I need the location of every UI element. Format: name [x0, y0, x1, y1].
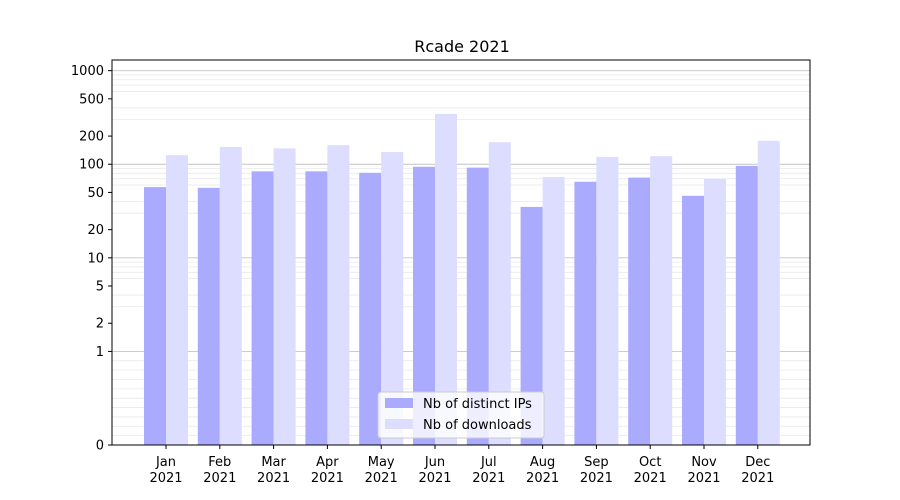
legend-swatch-distinct-ips: [385, 398, 413, 408]
x-tick-label-month: Dec: [745, 455, 770, 470]
x-tick-label-year: 2021: [365, 471, 398, 486]
y-tick-label: 1: [96, 345, 104, 360]
y-tick-label: 50: [87, 186, 104, 201]
bar-downloads: [219, 146, 242, 446]
x-tick-label-year: 2021: [526, 471, 559, 486]
x-tick-label-month: Nov: [691, 455, 717, 470]
bar-downloads: [596, 156, 619, 446]
legend-label-distinct-ips: Nb of distinct IPs: [423, 397, 532, 412]
bar-distinct-ips: [520, 206, 543, 445]
x-tick-label-year: 2021: [257, 471, 290, 486]
x-tick-label-month: Oct: [639, 455, 661, 470]
bars: [144, 113, 780, 446]
x-tick-label-year: 2021: [634, 471, 667, 486]
bar-distinct-ips: [359, 172, 382, 445]
y-tick-label: 500: [79, 92, 104, 107]
bar-distinct-ips: [574, 181, 597, 446]
bar-downloads: [757, 140, 780, 445]
bar-downloads: [273, 148, 296, 446]
plot-frame: [111, 59, 811, 446]
x-tick-label-year: 2021: [687, 471, 720, 486]
legend-frame: [377, 391, 545, 439]
y-tick-label: 0: [96, 439, 104, 454]
bar-distinct-ips: [682, 195, 704, 445]
x-tick-label-year: 2021: [472, 471, 505, 486]
bar-downloads: [327, 145, 350, 445]
bar-distinct-ips: [305, 171, 328, 445]
bar-distinct-ips: [413, 166, 435, 446]
x-tick-label-month: Jun: [424, 455, 445, 470]
x-tick-label-month: Mar: [261, 455, 286, 470]
bar-downloads: [542, 177, 565, 446]
x-tick-label-month: May: [368, 455, 395, 470]
x-tick-label-month: Jan: [155, 455, 176, 470]
y-tick-label: 1000: [71, 64, 104, 79]
bar-downloads: [704, 178, 726, 446]
x-tick-label-year: 2021: [418, 471, 451, 486]
chart-title: Rcade 2021: [414, 37, 510, 56]
x-tick-label-month: Jul: [480, 455, 497, 470]
bar-downloads: [650, 156, 673, 445]
bar-distinct-ips: [251, 171, 274, 445]
y-tick-label: 20: [87, 223, 104, 238]
bar-downloads: [166, 155, 188, 445]
x-tick-label-month: Apr: [316, 455, 339, 470]
y-axis: 0 1 2 5 10 20 50 100 200 500 1000: [71, 64, 112, 454]
bar-distinct-ips: [466, 167, 489, 445]
x-axis: Jan2021Feb2021Mar2021Apr2021May2021Jun20…: [149, 445, 774, 486]
bar-distinct-ips: [628, 177, 651, 446]
y-tick-label: 200: [79, 130, 104, 145]
x-tick-label-year: 2021: [203, 471, 236, 486]
y-tick-label: 10: [87, 251, 104, 266]
bar-distinct-ips: [197, 187, 220, 445]
x-tick-label-year: 2021: [149, 471, 182, 486]
bar-distinct-ips: [735, 165, 758, 445]
x-tick-label-year: 2021: [580, 471, 613, 486]
x-tick-label-month: Aug: [530, 455, 555, 470]
bar-downloads: [488, 142, 511, 445]
bar-downloads: [435, 113, 457, 446]
legend-swatch-downloads: [385, 419, 413, 429]
legend-label-downloads: Nb of downloads: [423, 418, 532, 433]
x-tick-label-year: 2021: [741, 471, 774, 486]
x-tick-label-month: Sep: [584, 455, 609, 470]
x-tick-label-year: 2021: [311, 471, 344, 486]
bar-distinct-ips: [144, 187, 166, 445]
y-tick-label: 2: [96, 317, 104, 332]
y-tick-label: 100: [79, 158, 104, 173]
legend: Nb of distinct IPs Nb of downloads: [377, 391, 545, 439]
bar-downloads: [381, 152, 404, 445]
x-tick-label-month: Feb: [208, 455, 231, 470]
y-tick-label: 5: [96, 280, 104, 295]
